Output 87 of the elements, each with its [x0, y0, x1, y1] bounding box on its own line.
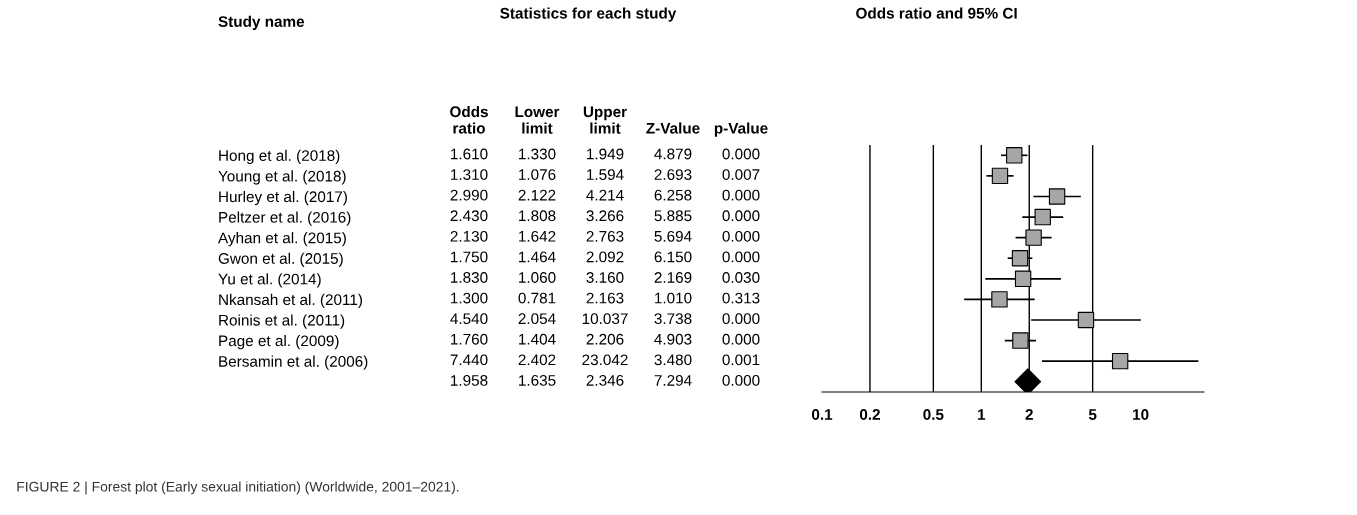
data-label: 0.000 [722, 374, 760, 386]
data-label: 1.010 [655, 292, 692, 304]
data-label: 23.042 [582, 354, 628, 366]
data-label: 1.300 [451, 292, 488, 304]
data-label: 2.092 [586, 251, 624, 263]
data-label: 2.169 [654, 272, 692, 283]
data-label: 2.206 [586, 333, 624, 345]
chart-title: Statistics for each study [500, 7, 677, 22]
data-label: 1.750 [451, 251, 488, 263]
data-label: 0.000 [722, 251, 760, 263]
chart-title: Odds ratio and 95% CI [856, 7, 1017, 19]
data-label: 3.738 [654, 313, 692, 325]
data-label: 1.594 [587, 169, 624, 180]
data-label: 6.150 [654, 251, 692, 263]
data-label: 2.163 [586, 292, 624, 304]
y-tick-label: Page et al. (2009) [219, 335, 339, 350]
data-label: 2.054 [518, 313, 556, 325]
data-label: 0.007 [722, 169, 760, 180]
data-label: 3.480 [654, 354, 692, 366]
y-tick-label: Peltzer et al. (2016) [219, 211, 351, 226]
x-tick-label: 1 [978, 409, 986, 420]
data-label: 1.808 [519, 210, 556, 222]
data-label: 0.781 [518, 292, 556, 304]
data-label: 2.130 [450, 230, 488, 242]
x-tick-label: 0.5 [923, 409, 944, 420]
data-label: 5.694 [654, 230, 692, 242]
data-label: 4.214 [586, 189, 624, 201]
data-label: 0.000 [722, 333, 760, 345]
data-label: 1.076 [519, 169, 556, 180]
data-label: 1.642 [519, 230, 556, 242]
data-label: 1.760 [451, 333, 488, 345]
data-label: 1.060 [519, 272, 556, 283]
x-tick-label: Odds ratio [450, 105, 488, 134]
y-tick-label: Young et al. (2018) [218, 170, 346, 185]
data-label: 0.000 [722, 189, 760, 201]
data-label: 0.000 [722, 230, 760, 242]
data-label: 1.958 [451, 374, 488, 386]
data-label: 1.830 [451, 272, 488, 283]
data-label: 0.000 [722, 148, 760, 160]
x-tick-label: 0.2 [859, 409, 880, 420]
data-label: 4.540 [450, 313, 488, 325]
data-label: 0.001 [722, 354, 760, 366]
data-label: 3.160 [586, 272, 624, 283]
x-tick-label: p-Value [714, 122, 768, 137]
x-tick-label: Upper limit [583, 106, 627, 134]
y-tick-label: Ayhan et al. (2015) [218, 232, 346, 247]
data-label: 2.430 [450, 210, 488, 222]
data-label: 1.310 [451, 169, 488, 180]
x-tick-label: 10 [1133, 409, 1149, 420]
data-label: 1.404 [519, 333, 556, 345]
data-label: 1.610 [451, 148, 488, 160]
y-tick-label: Gwon et al. (2015) [218, 252, 343, 267]
data-label: 5.885 [654, 210, 692, 222]
y-tick-label: Roinis et al. (2011) [219, 314, 345, 329]
data-label: 0.000 [722, 210, 760, 222]
data-label: 2.122 [518, 189, 556, 201]
data-label: 1.949 [587, 148, 624, 160]
x-tick-label: 2 [1025, 409, 1033, 420]
y-tick-label: Hurley et al. (2017) [219, 190, 347, 206]
y-tick-label: Bersamin et al. (2006) [219, 355, 368, 370]
data-label: 2.990 [450, 189, 488, 201]
data-label: 2.346 [586, 374, 624, 386]
data-label: 1.330 [519, 148, 556, 160]
data-label: 2.402 [518, 354, 556, 366]
data-label: 2.693 [654, 169, 692, 180]
data-label: 0.030 [722, 272, 760, 283]
data-label: 6.258 [654, 189, 692, 201]
y-tick-label: Nkansah et al. (2011) [219, 293, 362, 309]
data-label: 4.879 [654, 148, 692, 160]
data-label: 0.313 [722, 292, 760, 304]
data-label: 3.266 [586, 210, 624, 222]
x-tick-label: 0.1 [811, 409, 833, 420]
data-label: 1.464 [519, 251, 556, 263]
data-label: 4.903 [654, 333, 692, 345]
x-tick-label: Z-Value [646, 122, 700, 134]
x-tick-label: Lower limit [515, 106, 560, 134]
data-label: 10.037 [582, 313, 628, 325]
y-axis-title: Study name [218, 15, 305, 30]
data-label: 7.294 [654, 374, 692, 386]
data-label: 2.763 [586, 230, 624, 242]
data-label: 1.635 [519, 374, 556, 386]
y-tick-label: Yu et al. (2014) [218, 273, 321, 288]
caption: FIGURE 2 | Forest plot (Early sexual initiation) (Worldwide, 2001–2021). [17, 481, 459, 495]
x-tick-label: 5 [1088, 409, 1097, 420]
y-tick-label: Hong et al. (2018) [219, 149, 340, 164]
data-label: 0.000 [722, 313, 760, 325]
data-label: 7.440 [450, 354, 488, 366]
